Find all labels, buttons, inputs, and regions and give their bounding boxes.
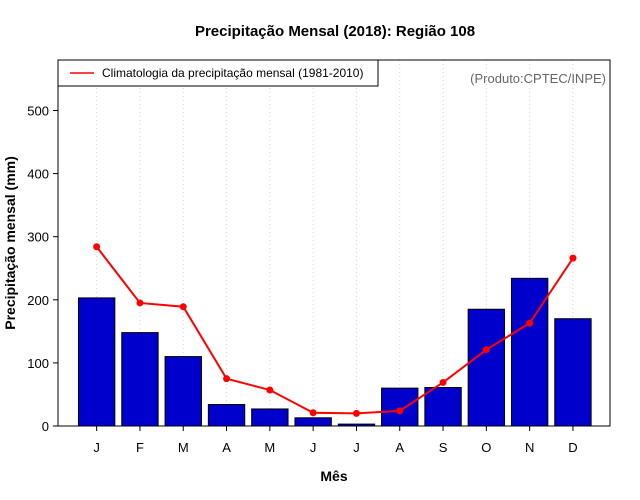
bar-12 (554, 318, 592, 427)
y-tick-label: 300 (27, 230, 49, 245)
climatology-point-2 (136, 299, 144, 307)
y-tick-label: 200 (27, 293, 49, 308)
bar-series (77, 277, 592, 427)
y-axis-title: Precipitação mensal (mm) (2, 156, 18, 330)
y-axis: 0 100 200 300 400 500 (27, 103, 58, 434)
climatology-point-3 (179, 303, 187, 311)
x-tick-label: O (481, 440, 491, 455)
climatology-point-10 (482, 346, 490, 354)
x-tick-label: J (310, 440, 317, 455)
y-tick-label: 100 (27, 356, 49, 371)
bar-8 (381, 387, 419, 427)
x-tick-label: S (439, 440, 448, 455)
x-tick-label: M (264, 440, 275, 455)
bar-2 (121, 332, 159, 427)
bar-9 (424, 387, 462, 427)
bar-6 (294, 417, 332, 427)
x-tick-label: N (525, 440, 534, 455)
climatology-point-9 (439, 378, 447, 386)
climatology-point-4 (223, 375, 231, 383)
x-tick-label: J (353, 440, 360, 455)
bar-4 (207, 404, 246, 427)
climatology-point-11 (526, 319, 534, 327)
x-tick-label: M (178, 440, 189, 455)
legend-label: Climatologia da precipitação mensal (198… (102, 66, 363, 80)
y-tick-label: 400 (27, 167, 49, 182)
x-tick-label: A (222, 440, 231, 455)
climatology-point-1 (93, 243, 101, 251)
x-tick-label: F (136, 440, 144, 455)
y-tick-label: 500 (27, 103, 49, 118)
chart-title: Precipitação Mensal (2018): Região 108 (195, 23, 475, 40)
legend-box (57, 59, 379, 87)
bar-5 (251, 408, 289, 427)
bar-10 (467, 308, 506, 427)
climatology-point-12 (569, 254, 577, 262)
climatology-line (95, 246, 574, 415)
climatology-point-6 (309, 409, 317, 417)
x-tick-label: A (395, 440, 404, 455)
credit-annotation: (Produto:CPTEC/INPE) (470, 71, 606, 86)
bar-3 (164, 356, 202, 427)
climatology-point-8 (396, 407, 404, 415)
x-axis-title: Mês (320, 468, 347, 484)
bar-1 (77, 297, 116, 427)
climatology-point-7 (352, 409, 360, 417)
y-tick-label: 0 (42, 419, 49, 434)
legend: Climatologia da precipitação mensal (198… (57, 59, 379, 87)
bar-11 (510, 277, 549, 427)
climatology-series (93, 243, 577, 417)
x-tick-label: J (93, 440, 100, 455)
climatology-point-5 (266, 386, 274, 394)
x-tick-label: D (568, 440, 577, 455)
